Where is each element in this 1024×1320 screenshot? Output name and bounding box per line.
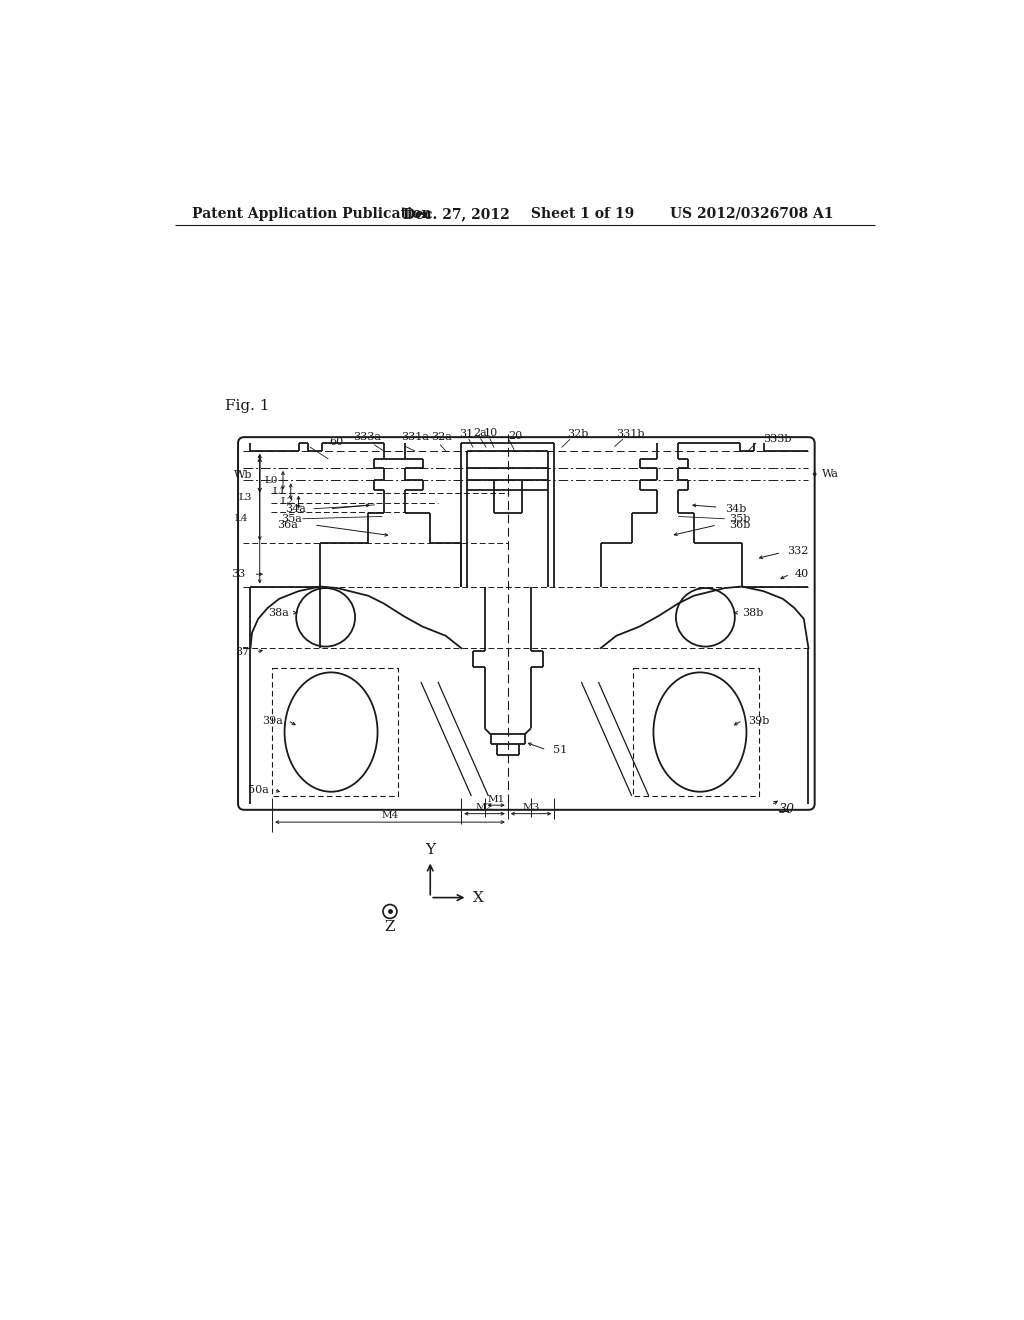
Text: Wa: Wa [822,469,840,479]
Text: Sheet 1 of 19: Sheet 1 of 19 [531,207,634,220]
Text: 30: 30 [779,804,795,816]
Text: Fig. 1: Fig. 1 [225,400,269,413]
Text: 10: 10 [483,428,498,438]
Text: 36b: 36b [729,520,750,529]
Text: M1: M1 [487,795,505,804]
Text: 2a: 2a [474,428,487,438]
Text: 33: 33 [231,569,246,579]
Text: 331b: 331b [616,429,644,440]
Text: 35b: 35b [729,513,750,524]
Text: 39a: 39a [262,715,283,726]
Text: L2: L2 [281,498,294,507]
Text: Dec. 27, 2012: Dec. 27, 2012 [403,207,510,220]
Text: X: X [473,891,483,904]
Text: 39b: 39b [748,715,769,726]
Text: 331a: 331a [400,432,429,442]
Text: 333a: 333a [352,432,381,442]
Text: 60: 60 [330,437,344,446]
Text: Wb: Wb [233,470,252,480]
Text: 51: 51 [553,744,567,755]
Text: Y: Y [425,843,435,857]
Text: 332: 332 [786,546,808,556]
Text: L1: L1 [272,487,286,495]
Text: 40: 40 [795,569,809,579]
Text: 333b: 333b [764,434,792,444]
Text: 34b: 34b [725,504,746,513]
Text: US 2012/0326708 A1: US 2012/0326708 A1 [671,207,834,220]
Text: 38b: 38b [741,607,763,618]
Text: 32b: 32b [567,429,588,440]
Text: 36a: 36a [278,520,299,529]
Text: 20: 20 [508,430,522,441]
Text: 37: 37 [234,647,249,657]
Text: L3: L3 [239,492,252,502]
Text: Patent Application Publication: Patent Application Publication [191,207,431,220]
Text: 50a: 50a [248,785,269,795]
Text: 34a: 34a [286,504,306,513]
Text: M2: M2 [476,803,494,812]
Text: 32a: 32a [431,432,453,442]
Text: 38a: 38a [268,607,289,618]
Text: M3: M3 [522,803,540,812]
Text: 31: 31 [460,429,474,440]
Text: Z: Z [385,920,395,933]
Text: M4: M4 [381,812,398,821]
Text: L4: L4 [234,515,248,523]
Text: 35a: 35a [282,513,302,524]
Text: L0: L0 [265,475,279,484]
